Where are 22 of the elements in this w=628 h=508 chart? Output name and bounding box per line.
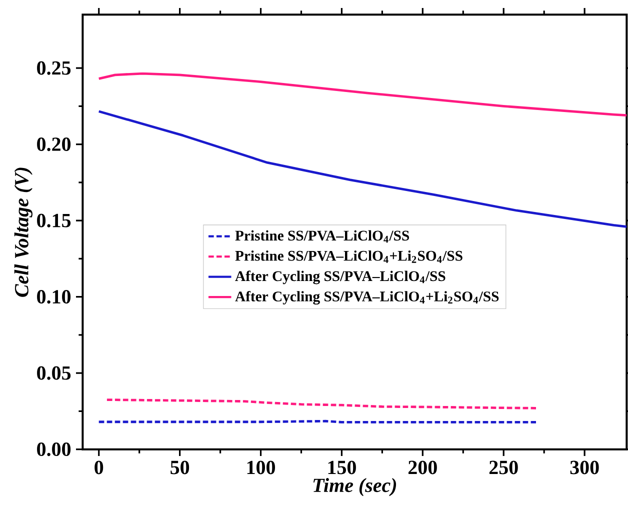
y-tick-label: 0.00 — [37, 442, 71, 456]
line-series — [98, 110, 627, 228]
y-tick-label: 0.05 — [37, 366, 71, 380]
line-series — [106, 398, 538, 410]
y-tick-label: 0.15 — [37, 214, 71, 228]
x-axis-title: Time (sec) — [313, 478, 396, 496]
legend-label: Pristine SS/PVA–LiClO$_{4}$+Li$_{2}$SO$_{4}$/SS — [235, 250, 462, 263]
legend-label: After Cycling SS/PVA–LiClO$_{4}$/SS — [235, 270, 446, 284]
legend-label: Pristine SS/PVA–LiClO$_{4}$/SS — [235, 230, 409, 243]
x-tick-label: 0 — [94, 460, 104, 474]
legend-label: After Cycling SS/PVA–LiClO$_{4}$+Li$_{2}$SO$_{4}$/SS — [235, 290, 499, 305]
x-tick-label: 150 — [328, 460, 356, 474]
y-tick-label: 0.25 — [37, 61, 71, 75]
x-tick-label: 100 — [247, 460, 276, 474]
x-tick-label: 50 — [170, 460, 190, 474]
x-tick-label: 300 — [570, 460, 599, 474]
x-tick-label: 200 — [408, 460, 437, 474]
x-tick-label: 250 — [489, 460, 518, 474]
y-tick-label: 0.20 — [37, 138, 71, 152]
line-series — [98, 72, 627, 117]
y-tick-label: 0.10 — [37, 290, 71, 304]
y-axis-title: Cell Voltage (V) — [14, 168, 32, 297]
